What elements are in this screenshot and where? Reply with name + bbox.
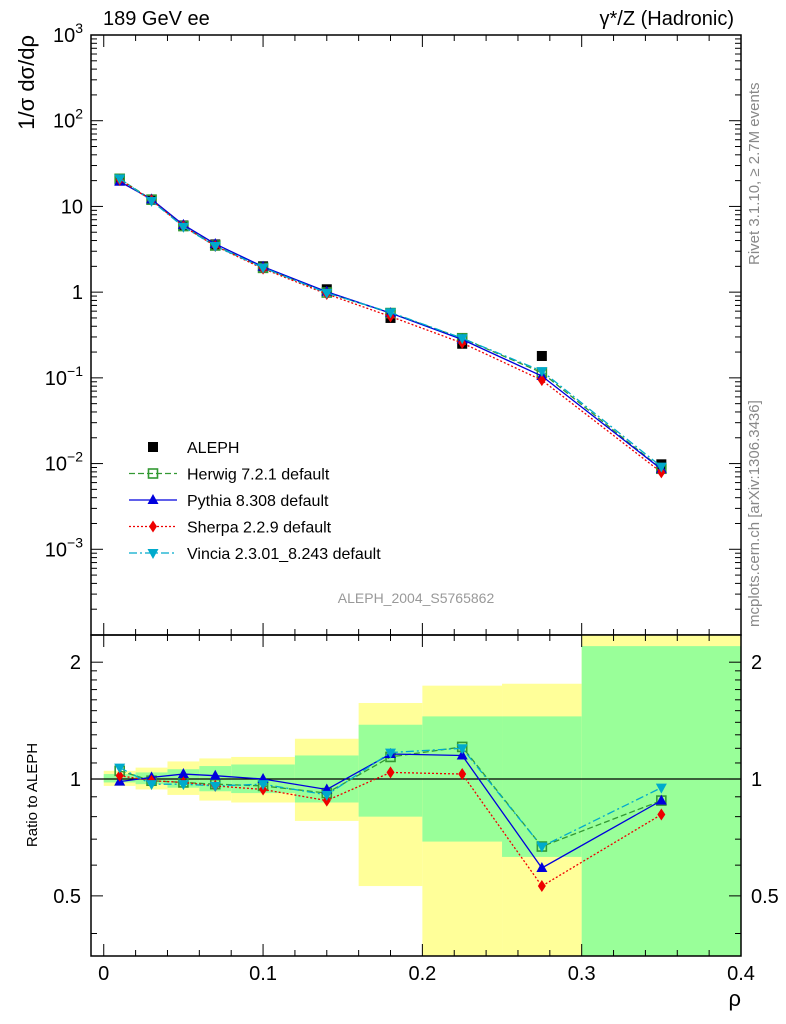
main-data-point bbox=[655, 462, 667, 473]
ratio-data-point bbox=[536, 842, 548, 853]
band-inner bbox=[502, 716, 582, 857]
ratio-data-point bbox=[177, 768, 189, 779]
main-y-label: 1/σ dσ/dρ bbox=[14, 35, 39, 130]
ratio-data-point bbox=[177, 780, 189, 791]
main-series-line bbox=[119, 178, 662, 470]
main-data-point bbox=[177, 222, 189, 233]
main-data-point bbox=[257, 263, 269, 274]
analysis-watermark: ALEPH_2004_S5765862 bbox=[338, 590, 495, 606]
y-tick-label: 10−2 bbox=[45, 449, 83, 476]
ratio-data-point bbox=[257, 780, 269, 791]
main-series-line bbox=[119, 181, 662, 470]
x-tick-label: 0.4 bbox=[727, 963, 755, 985]
x-tick-label: 0.2 bbox=[408, 963, 436, 985]
y-tick-label: 10 bbox=[61, 196, 83, 218]
ratio-data-point bbox=[657, 808, 666, 821]
legend-marker bbox=[147, 494, 159, 504]
ratio-data-point bbox=[458, 768, 467, 781]
main-data-point bbox=[209, 242, 221, 253]
ratio-y-tick-label-right: 2 bbox=[751, 652, 762, 674]
main-data-point bbox=[537, 374, 546, 387]
main-data-point bbox=[456, 334, 468, 345]
ratio-data-point bbox=[209, 769, 221, 780]
legend-marker bbox=[147, 549, 159, 559]
y-tick-label: 103 bbox=[53, 20, 83, 47]
y-tick-label: 10−3 bbox=[45, 534, 83, 561]
legend-label: Pythia 8.308 default bbox=[187, 493, 329, 510]
main-data-point bbox=[114, 174, 126, 185]
ratio-y-tick-label-right: 1 bbox=[751, 769, 762, 791]
ratio-series-line bbox=[119, 753, 662, 869]
ratio-y-label: Ratio to ALEPH bbox=[24, 743, 41, 847]
ratio-y-tick-label: 2 bbox=[70, 652, 81, 674]
main-frame bbox=[90, 34, 742, 636]
y-tick-label: 102 bbox=[53, 106, 83, 133]
ratio-y-tick-label: 0.5 bbox=[53, 886, 81, 908]
x-tick-label: 0 bbox=[98, 963, 109, 985]
ratio-data-point bbox=[209, 781, 221, 792]
ratio-frame bbox=[90, 634, 742, 957]
ratio-y-tick-label: 1 bbox=[70, 769, 81, 791]
ratio-bands bbox=[103, 635, 741, 956]
ratio-data-point bbox=[386, 766, 395, 779]
legend-marker bbox=[147, 468, 159, 479]
ratio-data-point bbox=[456, 749, 468, 760]
header-left: 189 GeV ee bbox=[103, 8, 210, 30]
ratio-data-point bbox=[537, 880, 546, 893]
ratio-y-tick-label-right: 0.5 bbox=[751, 886, 779, 908]
ratio-data-point bbox=[146, 780, 158, 791]
main-series-line bbox=[119, 177, 662, 468]
main-data-point bbox=[321, 288, 333, 299]
x-tick-label: 0.3 bbox=[568, 963, 596, 985]
legend-label: Vincia 2.3.01_8.243 default bbox=[187, 546, 381, 563]
ratio-series-line bbox=[119, 771, 662, 887]
main-data-point bbox=[146, 196, 158, 207]
ratio-series-line bbox=[119, 747, 662, 848]
main-series-line bbox=[119, 179, 662, 473]
main-data-point bbox=[536, 367, 548, 378]
ratio-data-point bbox=[655, 794, 667, 805]
ratio-data-point bbox=[115, 769, 124, 782]
ratio-data-point bbox=[385, 748, 397, 759]
ratio-data-point bbox=[456, 744, 468, 755]
y-tick-label: 10−1 bbox=[45, 363, 83, 390]
legend-label: Herwig 7.2.1 default bbox=[187, 467, 330, 484]
ratio-data-point bbox=[321, 790, 333, 801]
x-axis-label: ρ bbox=[728, 986, 741, 1011]
legend-label: Sherpa 2.2.9 default bbox=[187, 520, 332, 537]
main-data-point bbox=[536, 350, 547, 361]
y-tick-label: 1 bbox=[72, 282, 83, 304]
legend-marker bbox=[149, 520, 157, 533]
x-tick-label: 0.1 bbox=[249, 963, 277, 985]
legend-label: ALEPH bbox=[187, 440, 239, 457]
ratio-data-point bbox=[536, 861, 548, 872]
legend-marker bbox=[148, 442, 158, 452]
header-right: γ*/Z (Hadronic) bbox=[599, 8, 734, 30]
main-data-point bbox=[385, 308, 397, 319]
ratio-data-point bbox=[114, 763, 126, 774]
ratio-data-point bbox=[655, 783, 667, 794]
